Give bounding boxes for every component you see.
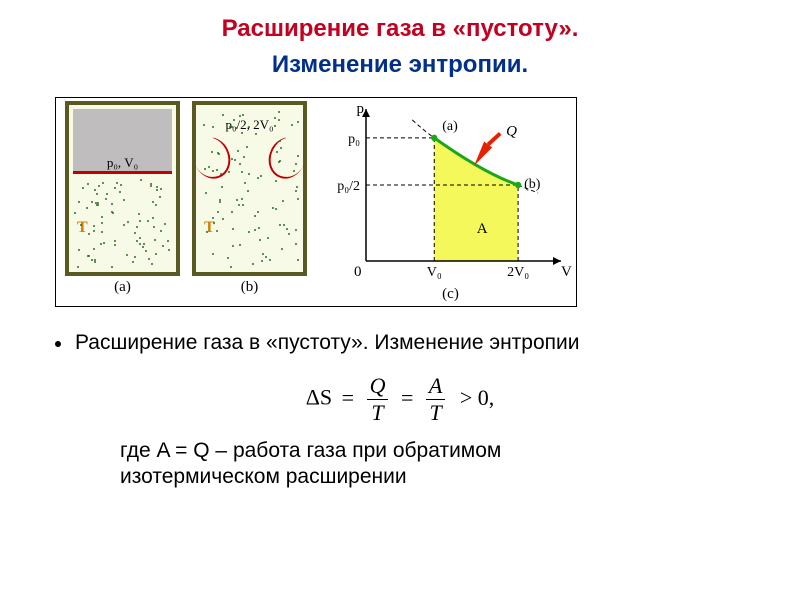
container-b-wrap: p₀/2, 2V₀ T (b) bbox=[192, 101, 307, 296]
note-line-1: где A = Q – работа газа при обратимом bbox=[120, 439, 501, 462]
svg-text:(a): (a) bbox=[442, 119, 458, 134]
container-b-label: (b) bbox=[241, 279, 259, 296]
flap-left bbox=[188, 132, 236, 184]
chart-c-wrap: p V 0 (a) (b) p₀ p₀/2 V₀ 2V₀ A Q (c) bbox=[328, 101, 573, 303]
svg-text:V₀: V₀ bbox=[427, 265, 442, 280]
container-a-pv-label: p₀, V₀ bbox=[107, 155, 138, 171]
svg-text:Q: Q bbox=[506, 123, 517, 139]
flap-right bbox=[263, 132, 311, 184]
container-a-temp: T bbox=[77, 219, 88, 237]
svg-text:(b): (b) bbox=[524, 177, 541, 192]
gas-expansion-figure: p₀, V₀ T (a) p₀/2, 2V₀ T (b) pV0(a)(b)p₀… bbox=[55, 97, 577, 307]
svg-text:p: p bbox=[357, 101, 365, 117]
note-line-2: изотермическом расширении bbox=[120, 465, 407, 488]
note-text: где A = Q – работа газа при обратимом из… bbox=[120, 438, 800, 491]
pv-chart: p V 0 (a) (b) p₀ p₀/2 V₀ 2V₀ A Q bbox=[328, 101, 573, 283]
svg-text:A: A bbox=[477, 221, 488, 237]
slide-title: Расширение газа в «пустоту». bbox=[0, 15, 800, 43]
bullet-text: Расширение газа в «пустоту». Изменение э… bbox=[75, 331, 579, 355]
container-b: p₀/2, 2V₀ T bbox=[192, 101, 307, 276]
container-a: p₀, V₀ T bbox=[65, 101, 180, 276]
bullet-row: Расширение газа в «пустоту». Изменение э… bbox=[55, 331, 800, 355]
svg-text:0: 0 bbox=[354, 264, 362, 280]
piston-redline bbox=[73, 171, 172, 174]
entropy-formula: ΔS = QT = AT > 0, bbox=[0, 373, 800, 426]
svg-text:2V₀: 2V₀ bbox=[507, 265, 529, 280]
chart-c-label: (c) bbox=[442, 286, 459, 303]
bullet-icon bbox=[55, 341, 61, 347]
container-a-wrap: p₀, V₀ T (a) bbox=[65, 101, 180, 296]
svg-text:V: V bbox=[561, 264, 572, 280]
svg-text:p₀/2: p₀/2 bbox=[337, 179, 360, 194]
slide-subtitle: Изменение энтропии. bbox=[0, 51, 800, 79]
container-a-label: (a) bbox=[114, 279, 131, 296]
svg-text:p₀: p₀ bbox=[348, 132, 360, 147]
